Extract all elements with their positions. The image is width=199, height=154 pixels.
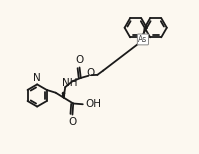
Text: NH: NH	[62, 78, 77, 88]
Text: N: N	[33, 73, 41, 83]
Text: As: As	[138, 35, 147, 44]
Text: O: O	[76, 55, 84, 65]
Text: O: O	[68, 117, 77, 127]
Text: O: O	[86, 68, 94, 78]
Text: OH: OH	[86, 99, 102, 109]
